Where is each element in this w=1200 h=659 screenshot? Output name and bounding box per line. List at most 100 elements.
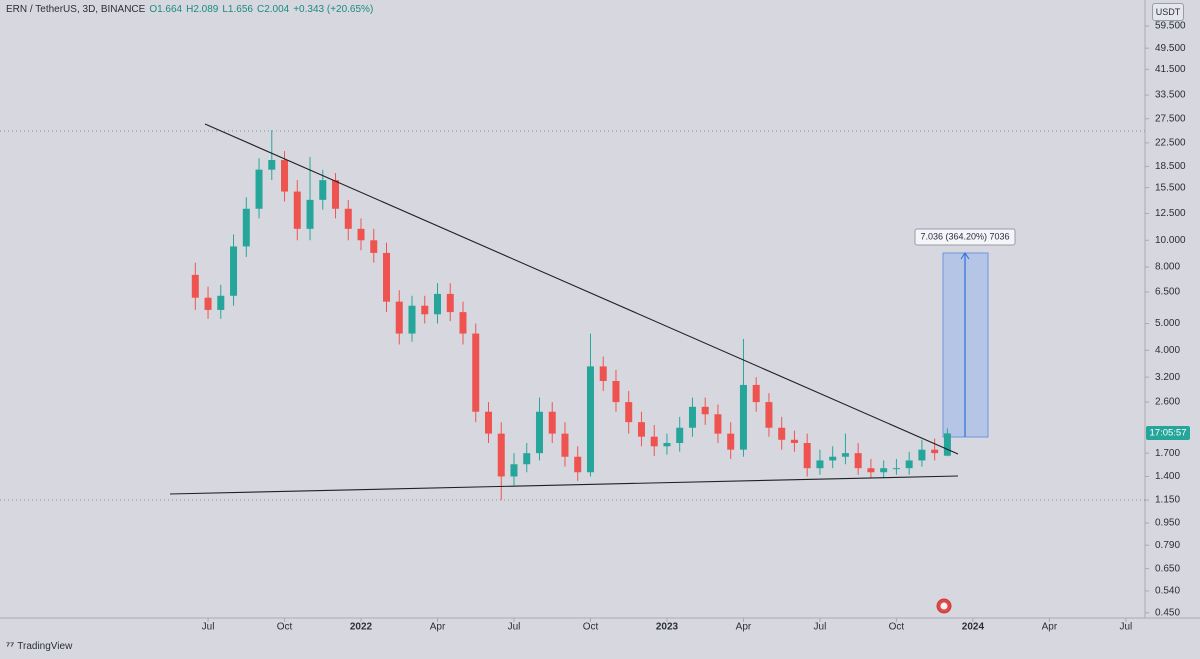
- candle-body: [905, 460, 913, 469]
- y-tick-label: 59.500: [1155, 21, 1186, 32]
- candle-body: [204, 297, 212, 310]
- candle-body: [306, 199, 314, 229]
- candle-body: [383, 252, 391, 302]
- candle-body: [344, 208, 352, 229]
- legend-value: H2.089: [186, 4, 219, 15]
- candle-body: [357, 228, 365, 241]
- y-tick-label: 1.400: [1155, 471, 1180, 482]
- legend-value: C2.004: [256, 4, 290, 15]
- x-tick-label: Oct: [583, 622, 599, 633]
- candle-body: [535, 411, 543, 454]
- candle-body: [943, 433, 951, 456]
- candle-body: [586, 366, 594, 473]
- legend-value: +0.343 (+20.65%): [293, 4, 374, 15]
- x-tick-label: Oct: [889, 622, 905, 633]
- candle-body: [676, 427, 684, 443]
- candle-body: [765, 402, 773, 428]
- candle-body: [548, 411, 556, 434]
- x-tick-label: Jul: [508, 622, 521, 633]
- y-tick-label: 41.500: [1155, 64, 1186, 75]
- x-tick-label: Apr: [736, 622, 752, 633]
- candle-body: [854, 453, 862, 469]
- x-tick-label: Apr: [1042, 622, 1058, 633]
- candle-body: [752, 384, 760, 403]
- candle-body: [319, 180, 327, 200]
- candle-body: [892, 468, 900, 470]
- x-tick-label: Apr: [430, 622, 446, 633]
- y-tick-label: 4.000: [1155, 345, 1180, 356]
- candle-body: [433, 293, 442, 315]
- x-tick-label: Oct: [277, 622, 293, 633]
- y-tick-label: 22.500: [1155, 138, 1186, 149]
- candle-body: [714, 414, 722, 434]
- candle-body: [561, 433, 569, 457]
- candle-body: [867, 468, 875, 473]
- currency-button[interactable]: USDT: [1152, 3, 1184, 21]
- symbol: ERN / TetherUS, 3D, BINANCE: [6, 4, 146, 15]
- candle-body: [370, 240, 378, 253]
- candle-body: [332, 180, 340, 209]
- y-tick-label: 6.500: [1155, 287, 1180, 298]
- candle-body: [625, 402, 633, 423]
- y-tick-label: 12.500: [1155, 208, 1186, 219]
- y-tick-label: 3.200: [1155, 372, 1180, 383]
- y-tick-label: 0.650: [1155, 563, 1180, 574]
- y-tick-label: 15.500: [1155, 182, 1186, 193]
- candle-body: [918, 449, 926, 461]
- y-tick-label: 10.000: [1155, 235, 1186, 246]
- x-tick-label: Jul: [202, 622, 215, 633]
- y-tick-label: 2.600: [1155, 397, 1180, 408]
- candle-body: [803, 442, 811, 469]
- x-tick-label: Jul: [814, 622, 827, 633]
- measure-label-box: [914, 228, 1016, 246]
- candle-body: [523, 453, 531, 465]
- candle-body: [421, 305, 429, 315]
- x-tick-label: 2023: [656, 622, 679, 633]
- candle-body: [701, 406, 709, 415]
- candle-body: [778, 427, 786, 440]
- x-tick-label: Jul: [1119, 622, 1132, 633]
- candle-body: [612, 380, 620, 403]
- legend-header: ERN / TetherUS, 3D, BINANCE O1.664 H2.089 L…: [6, 4, 373, 15]
- candle-body: [739, 384, 747, 450]
- candle-body: [230, 246, 238, 296]
- candle-body: [816, 460, 824, 469]
- y-tick-label: 1.700: [1155, 448, 1180, 459]
- candle-body: [472, 333, 480, 412]
- candle-body: [497, 433, 505, 477]
- candle-body: [484, 411, 492, 434]
- candle-body: [688, 406, 696, 428]
- candle-body: [408, 305, 416, 334]
- candle-body: [637, 422, 645, 437]
- brand: ⁷⁷ TradingView: [6, 641, 73, 652]
- y-tick-label: 8.000: [1155, 262, 1180, 273]
- candle-body: [829, 456, 837, 461]
- legend-value: O1.664: [149, 4, 183, 15]
- y-tick-label: 0.540: [1155, 586, 1180, 597]
- candle-body: [191, 274, 199, 298]
- candle-body: [281, 160, 289, 192]
- event-icon-inner: [940, 602, 948, 610]
- candle-body: [293, 191, 301, 229]
- y-tick-label: 49.500: [1155, 43, 1186, 54]
- candle-body: [880, 468, 888, 473]
- measure-label: 7.036 (364.20%) 7036: [920, 231, 1009, 241]
- candle-body: [217, 295, 225, 310]
- y-tick-label: 18.500: [1155, 161, 1186, 172]
- measure-arrow-head: [960, 252, 970, 260]
- candle-body: [510, 464, 518, 477]
- candle-body: [727, 433, 735, 450]
- trend-line: [204, 123, 959, 455]
- candle-body: [931, 449, 939, 454]
- y-tick-label: 0.450: [1155, 607, 1180, 618]
- candle-body: [268, 160, 276, 170]
- candle-body: [663, 442, 671, 447]
- y-tick-label: 1.150: [1155, 495, 1180, 506]
- y-tick-label: 5.000: [1155, 318, 1180, 329]
- countdown-tag: [1146, 426, 1190, 440]
- x-tick-label: 2024: [962, 622, 985, 633]
- candle-body: [599, 366, 607, 381]
- x-tick-label: 2022: [350, 622, 373, 633]
- candle-body: [790, 439, 798, 443]
